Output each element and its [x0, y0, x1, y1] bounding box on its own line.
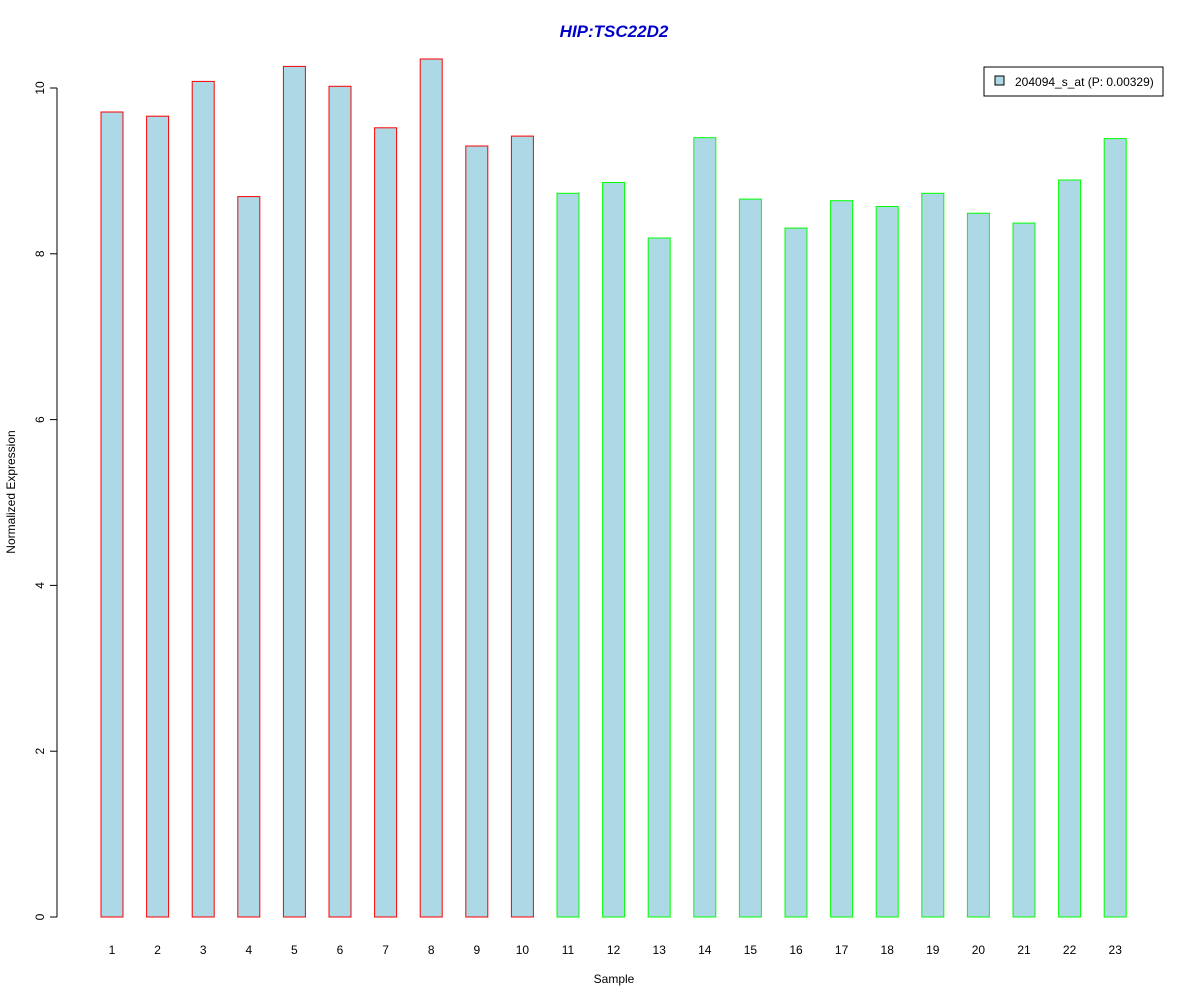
- bar-sample-4: [237, 196, 261, 918]
- x-tick-label: 9: [473, 943, 480, 957]
- bar-sample-6: [328, 85, 352, 918]
- bar-sample-16: [784, 227, 808, 918]
- x-tick-label: 13: [653, 943, 667, 957]
- bar-sample-5: [282, 65, 306, 918]
- x-tick-label: 7: [382, 943, 389, 957]
- x-tick-label: 2: [154, 943, 161, 957]
- y-tick-label: 4: [33, 582, 47, 589]
- x-tick-labels: 1 2 3 4 5 6 7 8 9 10 11 12 13 14 15 16 17 18 19 20 21 22 23: [109, 943, 1123, 957]
- x-tick-label: 12: [607, 943, 621, 957]
- legend-box: [983, 66, 1164, 97]
- x-tick-label: 11: [562, 943, 575, 957]
- bar-sample-19: [921, 192, 945, 918]
- x-tick-label: 22: [1063, 943, 1077, 957]
- bar-sample-18: [875, 206, 899, 918]
- chart-title: HIP:TSC22D2: [560, 22, 669, 41]
- bar-sample-21: [1012, 222, 1036, 918]
- legend-entry-label: 204094_s_at (P: 0.00329): [1015, 75, 1154, 89]
- y-axis: 0 2 4 6 8 10: [33, 81, 58, 920]
- x-tick-label: 20: [972, 943, 986, 957]
- y-axis-label: Normalized Expression: [4, 430, 18, 553]
- x-tick-label: 14: [698, 943, 712, 957]
- bar-sample-1: [100, 111, 124, 918]
- bar-sample-9: [465, 145, 489, 918]
- bar-sample-3: [191, 80, 215, 918]
- bar-sample-11: [556, 192, 580, 918]
- x-axis-label: Sample: [594, 972, 635, 986]
- x-tick-label: 16: [789, 943, 803, 957]
- bar-sample-13: [647, 237, 671, 918]
- x-tick-label: 6: [337, 943, 344, 957]
- x-tick-label: 15: [744, 943, 758, 957]
- bar-sample-15: [738, 198, 762, 918]
- x-tick-label: 18: [881, 943, 895, 957]
- legend-swatch: [994, 75, 1005, 86]
- y-tick-label: 6: [33, 416, 47, 423]
- bar-sample-12: [602, 182, 626, 918]
- bars-group: [100, 58, 1127, 918]
- x-tick-label: 23: [1109, 943, 1123, 957]
- x-tick-label: 4: [245, 943, 252, 957]
- x-tick-label: 17: [835, 943, 849, 957]
- y-tick-label: 10: [33, 81, 47, 95]
- bar-sample-2: [146, 115, 170, 918]
- bar-sample-7: [374, 127, 398, 918]
- x-tick-label: 5: [291, 943, 298, 957]
- bar-sample-20: [966, 212, 990, 918]
- bar-sample-23: [1103, 138, 1127, 918]
- y-tick-label: 0: [33, 913, 47, 920]
- legend: 204094_s_at (P: 0.00329): [983, 66, 1164, 97]
- x-tick-label: 3: [200, 943, 207, 957]
- bar-sample-14: [693, 137, 717, 918]
- bar-sample-8: [419, 58, 443, 918]
- x-tick-label: 19: [926, 943, 940, 957]
- x-tick-label: 8: [428, 943, 435, 957]
- y-tick-label: 2: [33, 748, 47, 755]
- y-tick-label: 8: [33, 250, 47, 257]
- bar-sample-22: [1058, 179, 1082, 918]
- x-tick-label: 1: [109, 943, 116, 957]
- x-tick-label: 21: [1017, 943, 1031, 957]
- x-tick-label: 10: [516, 943, 530, 957]
- bar-sample-17: [830, 200, 854, 918]
- bar-sample-10: [510, 135, 534, 918]
